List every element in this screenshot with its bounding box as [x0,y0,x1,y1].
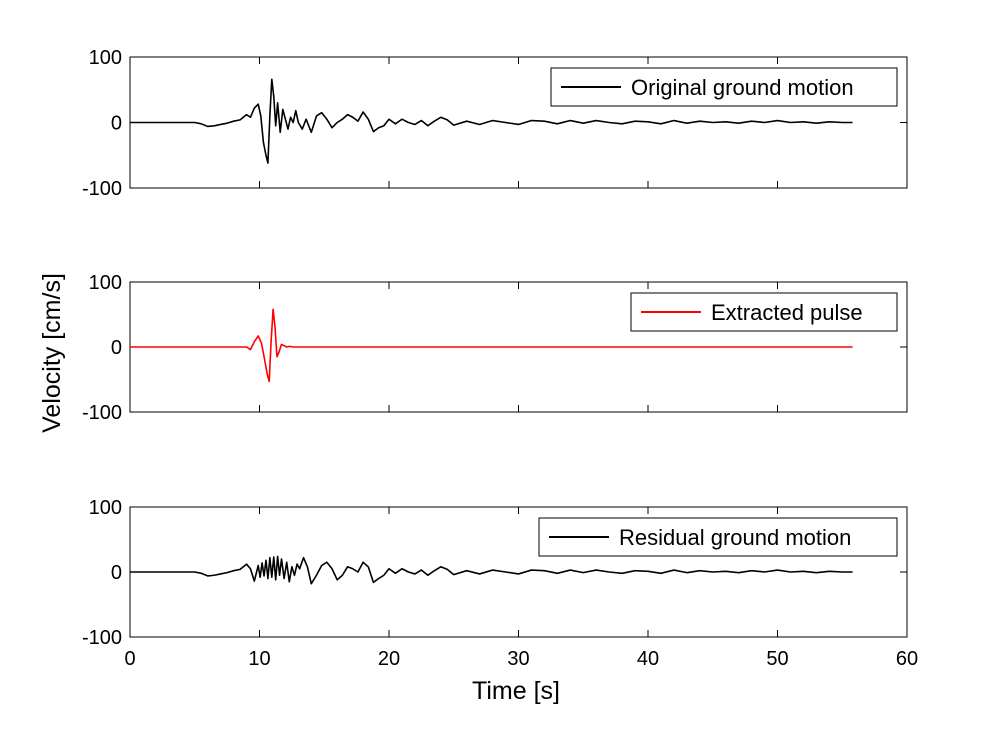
x-tick-label: 60 [896,648,918,670]
x-tick-label: 40 [637,648,659,670]
panel-pulse: -100 0 100 Extracted pulse [82,272,908,424]
legend-label: Extracted pulse [711,300,863,325]
x-tick-label: 50 [766,648,788,670]
y-tick-label: 0 [111,337,122,359]
y-tick-label: 100 [89,47,122,69]
y-tick-label: -100 [82,627,122,649]
y-tick-label: -100 [82,402,122,424]
y-axis-label: Velocity [cm/s] [38,273,66,433]
y-tick-label: 0 [111,113,122,135]
y-tick-label: 0 [111,562,122,584]
x-tick-label: 30 [507,648,529,670]
x-tick-label: 0 [124,648,135,670]
panel-original: -100 0 100 Original ground motion [82,47,908,200]
x-axis-label: Time [s] [472,677,560,705]
y-tick-label: 100 [89,497,122,519]
y-tick-label: 100 [89,272,122,294]
y-tick-label: -100 [82,178,122,200]
series-line [130,78,853,164]
legend-label: Residual ground motion [619,525,851,550]
x-tick-label: 10 [248,648,270,670]
legend-label: Original ground motion [631,75,854,100]
series-line [130,308,853,383]
x-tick-label: 20 [378,648,400,670]
series-line [130,555,853,585]
